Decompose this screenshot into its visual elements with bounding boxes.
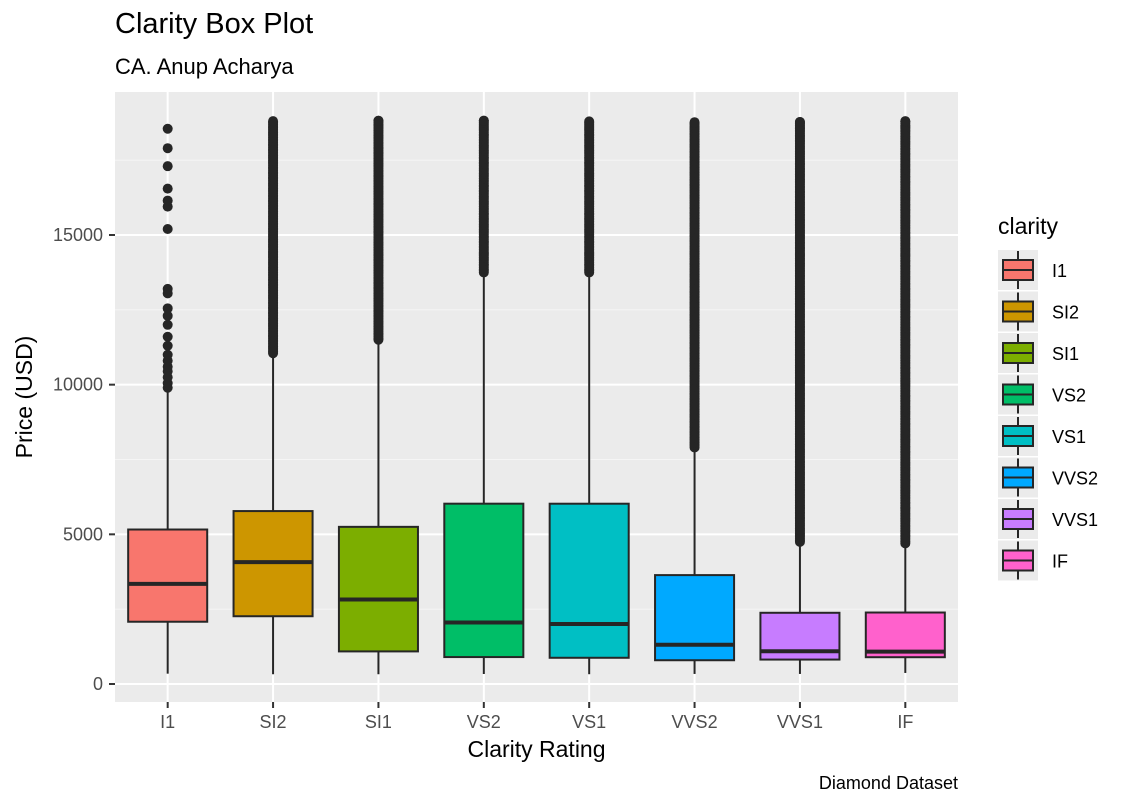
box-vs1 [548, 116, 630, 675]
box-i1 [127, 123, 209, 674]
legend-item-if: IF [998, 540, 1068, 581]
box-si2 [232, 116, 314, 675]
outlier-point [162, 303, 173, 314]
x-tick-label: SI1 [365, 712, 392, 732]
box-vvs1 [759, 116, 841, 674]
legend-item-i1: I1 [998, 250, 1067, 290]
box-vvs2 [654, 117, 736, 674]
chart-caption: Diamond Dataset [818, 773, 958, 793]
legend-label: VVS2 [1052, 469, 1098, 489]
legend-label: VS1 [1052, 427, 1086, 447]
outlier-point [900, 116, 911, 127]
legend-item-vvs1: VVS1 [998, 499, 1098, 539]
x-tick-label: VVS2 [672, 712, 718, 732]
outlier-point [373, 115, 384, 126]
outlier-point [162, 161, 173, 172]
y-tick-label: 15000 [53, 225, 103, 245]
chart-title: Clarity Box Plot [115, 8, 314, 40]
x-tick-label: IF [897, 712, 913, 732]
legend-label: I1 [1052, 261, 1067, 281]
outlier-point [794, 116, 805, 127]
x-tick-label: I1 [160, 712, 175, 732]
chart-subtitle: CA. Anup Acharya [115, 54, 294, 79]
x-tick-label: SI2 [260, 712, 287, 732]
outlier-point [689, 117, 700, 128]
outlier-point [162, 224, 173, 235]
outlier-point [162, 319, 173, 330]
legend-item-vs2: VS2 [998, 374, 1086, 415]
legend-label: IF [1052, 552, 1068, 572]
x-tick-label: VS1 [572, 712, 606, 732]
box-iqr [443, 502, 525, 659]
box-vs2 [443, 115, 525, 675]
legend-item-vvs2: VVS2 [998, 457, 1098, 498]
outlier-point [162, 123, 173, 134]
legend-label: VVS1 [1052, 510, 1098, 530]
box-iqr [337, 525, 419, 653]
box-iqr [654, 574, 736, 662]
y-tick-label: 0 [93, 674, 103, 694]
outlier-point [584, 116, 595, 127]
x-tick-label: VS2 [467, 712, 501, 732]
x-axis-title: Clarity Rating [467, 736, 605, 762]
legend-item-vs1: VS1 [998, 416, 1086, 456]
outlier-point [162, 283, 173, 294]
y-tick-label: 5000 [63, 524, 103, 544]
legend-label: SI2 [1052, 303, 1079, 323]
legend-label: VS2 [1052, 386, 1086, 406]
legend-item-si1: SI1 [998, 333, 1079, 373]
x-tick-label: VVS1 [777, 712, 823, 732]
outlier-point [162, 143, 173, 154]
outlier-point [268, 116, 279, 127]
y-axis-title: Price (USD) [11, 336, 37, 459]
outlier-point [162, 349, 173, 360]
legend-item-si2: SI2 [998, 291, 1079, 332]
legend-label: SI1 [1052, 344, 1079, 364]
outlier-point [162, 195, 173, 206]
legend: clarity I1 SI2 SI1 VS2 VS1 VVS2 VVS1 IF [998, 213, 1098, 581]
outlier-point [162, 183, 173, 194]
outlier-point [162, 340, 173, 351]
box-si1 [337, 115, 419, 675]
outlier-point [478, 115, 489, 126]
legend-title: clarity [998, 213, 1059, 239]
outlier-point [162, 331, 173, 342]
y-tick-label: 10000 [53, 375, 103, 395]
box-if [864, 116, 946, 673]
outlier-point [162, 310, 173, 321]
box-iqr [127, 528, 209, 623]
box-iqr [548, 502, 630, 659]
